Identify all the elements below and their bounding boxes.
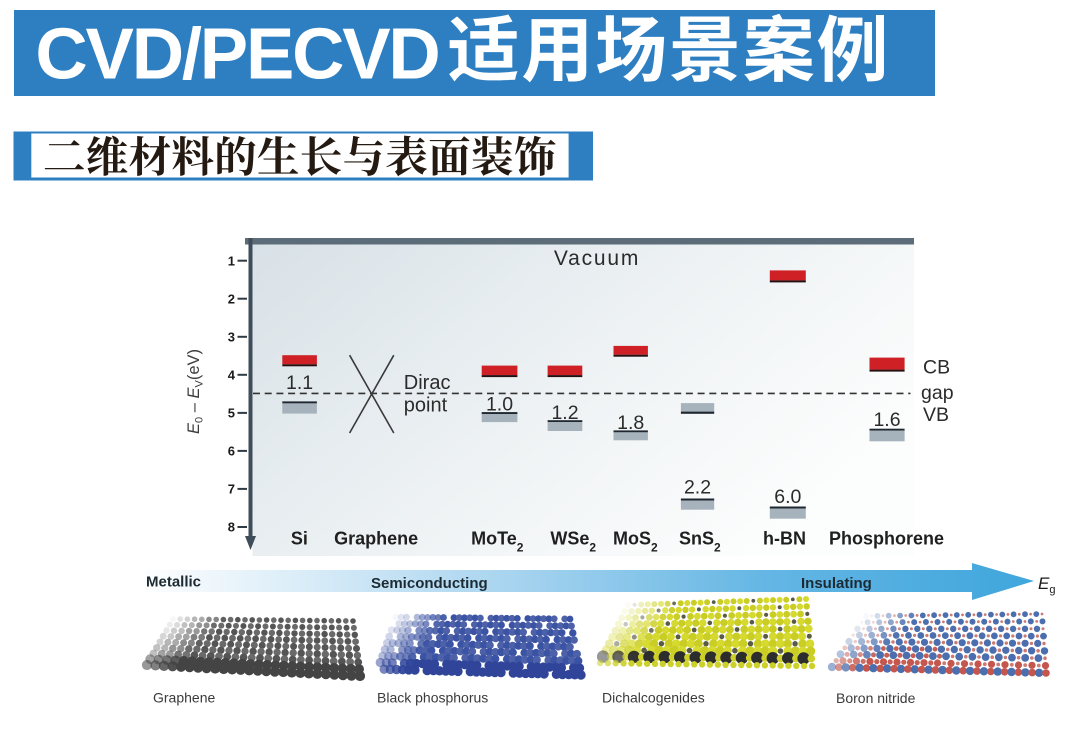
svg-text:4: 4 <box>228 367 236 382</box>
svg-text:Insulating: Insulating <box>801 575 872 592</box>
svg-text:6: 6 <box>228 444 235 459</box>
svg-text:Graphene: Graphene <box>153 690 215 706</box>
svg-text:E0 – EV(eV): E0 – EV(eV) <box>185 349 206 434</box>
svg-text:Graphene: Graphene <box>334 529 418 549</box>
svg-text:CB: CB <box>923 356 950 378</box>
svg-text:1: 1 <box>228 253 235 268</box>
svg-text:Semiconducting: Semiconducting <box>371 575 488 592</box>
svg-text:6.0: 6.0 <box>774 486 801 508</box>
svg-text:8: 8 <box>228 520 235 535</box>
svg-text:1.2: 1.2 <box>551 402 578 424</box>
svg-text:VB: VB <box>923 404 949 426</box>
svg-text:Eg: Eg <box>1038 574 1055 596</box>
svg-text:Dichalcogenides: Dichalcogenides <box>602 690 705 706</box>
svg-text:5: 5 <box>228 406 235 421</box>
svg-text:point: point <box>404 394 448 416</box>
svg-text:h-BN: h-BN <box>763 529 806 549</box>
svg-text:Metallic: Metallic <box>146 574 201 591</box>
svg-text:Si: Si <box>291 529 308 549</box>
svg-text:3: 3 <box>228 329 235 344</box>
svg-text:Boron nitride: Boron nitride <box>836 690 916 706</box>
svg-text:1.6: 1.6 <box>873 409 900 431</box>
svg-text:Vacuum: Vacuum <box>554 247 640 270</box>
svg-text:Dirac: Dirac <box>404 372 451 394</box>
svg-text:1.0: 1.0 <box>486 394 513 416</box>
svg-text:1.8: 1.8 <box>617 412 644 434</box>
svg-text:2.2: 2.2 <box>684 476 711 498</box>
svg-text:Black phosphorus: Black phosphorus <box>377 690 488 706</box>
svg-text:CVD/PECVD: CVD/PECVD <box>35 14 438 95</box>
svg-text:7: 7 <box>228 482 235 497</box>
svg-text:Phosphorene: Phosphorene <box>829 529 944 549</box>
svg-text:2: 2 <box>228 291 235 306</box>
svg-text:gap: gap <box>921 382 954 404</box>
svg-text:1.1: 1.1 <box>286 372 313 394</box>
